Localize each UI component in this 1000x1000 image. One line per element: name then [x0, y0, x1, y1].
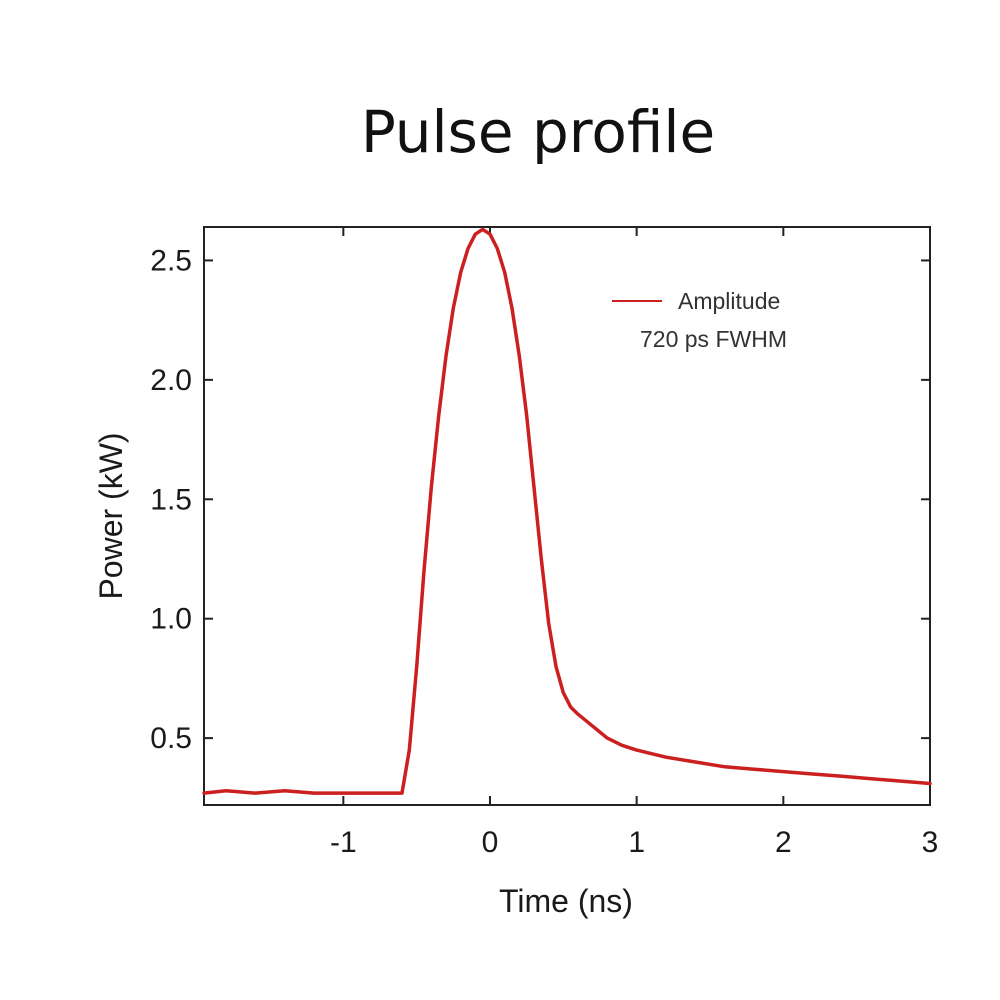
y-tick-label: 2.5 [150, 244, 192, 277]
chart-title: Pulse profile [361, 98, 715, 166]
y-tick-label: 1.0 [150, 603, 192, 636]
x-tick-label: -1 [330, 826, 357, 859]
y-tick-label: 0.5 [150, 722, 192, 755]
y-axis-label: Power (kW) [93, 432, 129, 599]
x-tick-label: 3 [922, 826, 939, 859]
plot-frame [203, 226, 931, 806]
x-axis-label: Time (ns) [499, 883, 633, 919]
series-line-amplitude [202, 227, 932, 795]
y-tick-label: 2.0 [150, 364, 192, 397]
x-tick-label: 2 [775, 826, 792, 859]
x-tick-label: 0 [482, 826, 499, 859]
legend-label-secondary: 720 ps FWHM [640, 326, 787, 352]
legend-label: Amplitude [678, 288, 780, 314]
x-tick-label: 1 [628, 826, 645, 859]
plot-area: -1 0 1 2 3 0.5 1.0 1.5 2.0 2.5 Amplitude 720 ps FWH… [150, 226, 939, 859]
y-tick-label: 1.5 [150, 483, 192, 516]
